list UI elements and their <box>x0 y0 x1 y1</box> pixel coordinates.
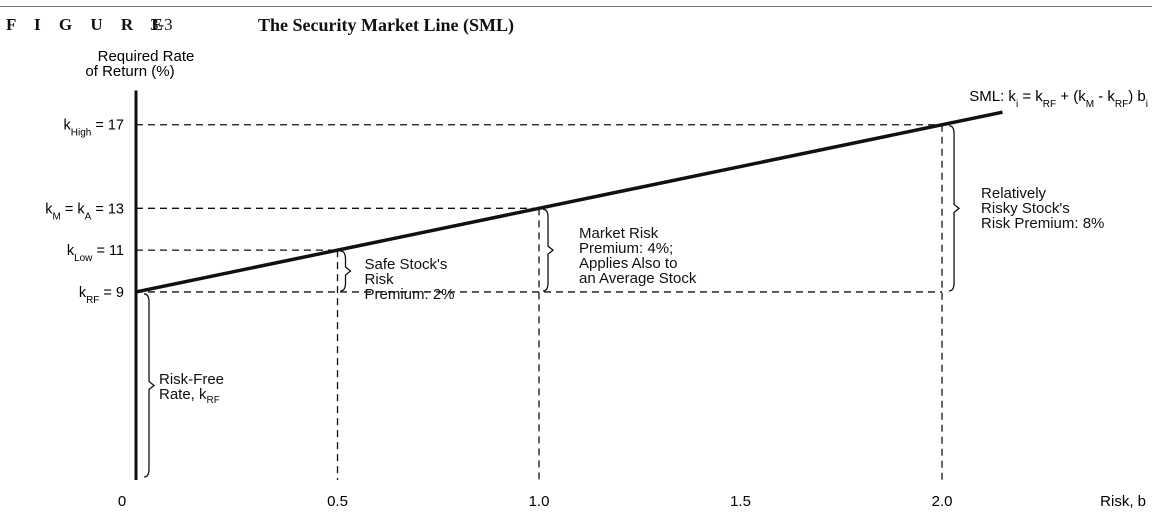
x-tick-labels: 0 0.5 1.0 1.5 2.0 <box>118 493 953 510</box>
y-axis-title-line2: of Return (%) <box>85 63 174 80</box>
brace-market-premium <box>542 208 555 292</box>
y-tick-label-3: kRF = 9 <box>79 285 124 306</box>
premium-braces <box>143 125 961 478</box>
risky-premium-annotation: Relatively Risky Stock's Risk Premium: 8… <box>981 185 1105 232</box>
header-rule <box>0 6 1152 7</box>
y-axis-title-line1: Required Rate <box>98 48 195 65</box>
safe-premium-annotation: Safe Stock's Risk Premium: 2% <box>364 256 455 303</box>
y-tick-label-2: kLow = 11 <box>67 243 124 264</box>
x-tick-label-0: 0 <box>118 493 126 510</box>
figure-label: F I G U R E <box>6 15 170 34</box>
figure-number: 3-3 <box>150 15 173 34</box>
x-tick-label-4: 2.0 <box>932 493 953 510</box>
brace-risk-free <box>143 293 156 478</box>
figure-header: F I G U R E 3-3 The Security Market Line… <box>0 0 1152 40</box>
dashed-guide-lines <box>136 124 943 480</box>
sml-equation-label: SML: ki = kRF + (kM - kRF) bi <box>969 88 1148 110</box>
market-premium-annotation: Market Risk Premium: 4%; Applies Also to… <box>579 225 697 287</box>
y-tick-labels: kHigh = 17 kM = kA = 13 kLow = 11 kRF = 9 <box>45 118 124 306</box>
sml-series-line <box>135 110 1003 294</box>
brace-safe-premium <box>340 250 352 292</box>
y-tick-label-1: kM = kA = 13 <box>45 201 124 222</box>
x-tick-label-1: 0.5 <box>327 493 348 510</box>
x-tick-label-3: 1.5 <box>730 493 751 510</box>
brace-risky-premium <box>948 125 961 292</box>
figure-title: The Security Market Line (SML) <box>258 15 514 35</box>
x-tick-label-2: 1.0 <box>529 493 550 510</box>
x-axis-title: Risk, b <box>1100 493 1146 510</box>
y-tick-label-0: kHigh = 17 <box>64 118 124 139</box>
risk-free-annotation: Risk-Free Rate, kRF <box>159 371 225 406</box>
